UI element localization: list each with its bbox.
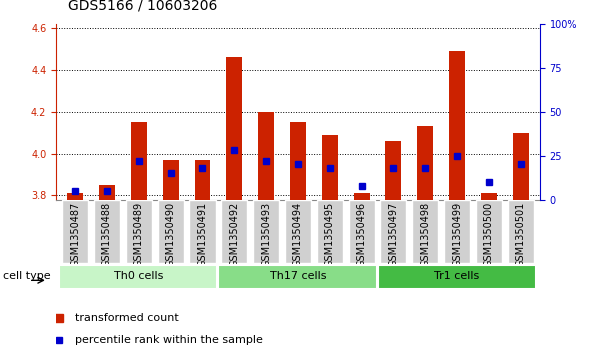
Bar	[378, 265, 536, 289]
Bar	[221, 200, 247, 263]
Text: percentile rank within the sample: percentile rank within the sample	[75, 335, 263, 345]
Bar	[476, 200, 502, 263]
Bar	[322, 135, 337, 200]
Bar	[158, 200, 183, 263]
Text: GSM1350497: GSM1350497	[388, 201, 398, 267]
Bar	[195, 160, 211, 200]
Text: GSM1350491: GSM1350491	[198, 201, 208, 267]
Bar	[417, 126, 433, 200]
Text: GSM1350490: GSM1350490	[166, 201, 176, 267]
Bar	[317, 200, 343, 263]
Bar	[449, 51, 465, 200]
Text: GSM1350489: GSM1350489	[134, 201, 144, 267]
Bar	[94, 200, 120, 263]
Text: GSM1350487: GSM1350487	[70, 201, 80, 267]
Bar	[412, 200, 438, 263]
Bar	[163, 160, 179, 200]
Bar	[126, 200, 152, 263]
Bar	[290, 122, 306, 200]
Text: GSM1350493: GSM1350493	[261, 201, 271, 267]
Bar	[508, 200, 534, 263]
Bar	[131, 122, 147, 200]
Text: GSM1350500: GSM1350500	[484, 201, 494, 267]
Text: Tr1 cells: Tr1 cells	[434, 271, 480, 281]
Text: GSM1350498: GSM1350498	[420, 201, 430, 267]
Bar	[444, 200, 470, 263]
Text: GSM1350496: GSM1350496	[356, 201, 366, 267]
Bar	[189, 200, 215, 263]
Bar	[62, 200, 88, 263]
Text: Th17 cells: Th17 cells	[270, 271, 326, 281]
Text: GSM1350499: GSM1350499	[452, 201, 462, 267]
Text: cell type: cell type	[3, 271, 51, 281]
Bar	[59, 265, 218, 289]
Bar	[353, 193, 369, 200]
Text: transformed count: transformed count	[75, 313, 178, 323]
Text: GSM1350488: GSM1350488	[102, 201, 112, 267]
Bar	[481, 193, 497, 200]
Bar	[99, 185, 115, 200]
Bar	[513, 132, 529, 200]
Bar	[381, 200, 407, 263]
Bar	[285, 200, 311, 263]
Bar	[253, 200, 279, 263]
Bar	[218, 265, 376, 289]
Text: GSM1350494: GSM1350494	[293, 201, 303, 267]
Text: GSM1350501: GSM1350501	[516, 201, 526, 267]
Bar	[67, 193, 83, 200]
Text: GSM1350492: GSM1350492	[230, 201, 240, 267]
Text: GSM1350495: GSM1350495	[324, 201, 335, 267]
Bar	[227, 57, 242, 200]
Text: GDS5166 / 10603206: GDS5166 / 10603206	[68, 0, 217, 13]
Bar	[349, 200, 375, 263]
Text: Th0 cells: Th0 cells	[114, 271, 163, 281]
Bar	[258, 111, 274, 200]
Bar	[385, 141, 401, 200]
